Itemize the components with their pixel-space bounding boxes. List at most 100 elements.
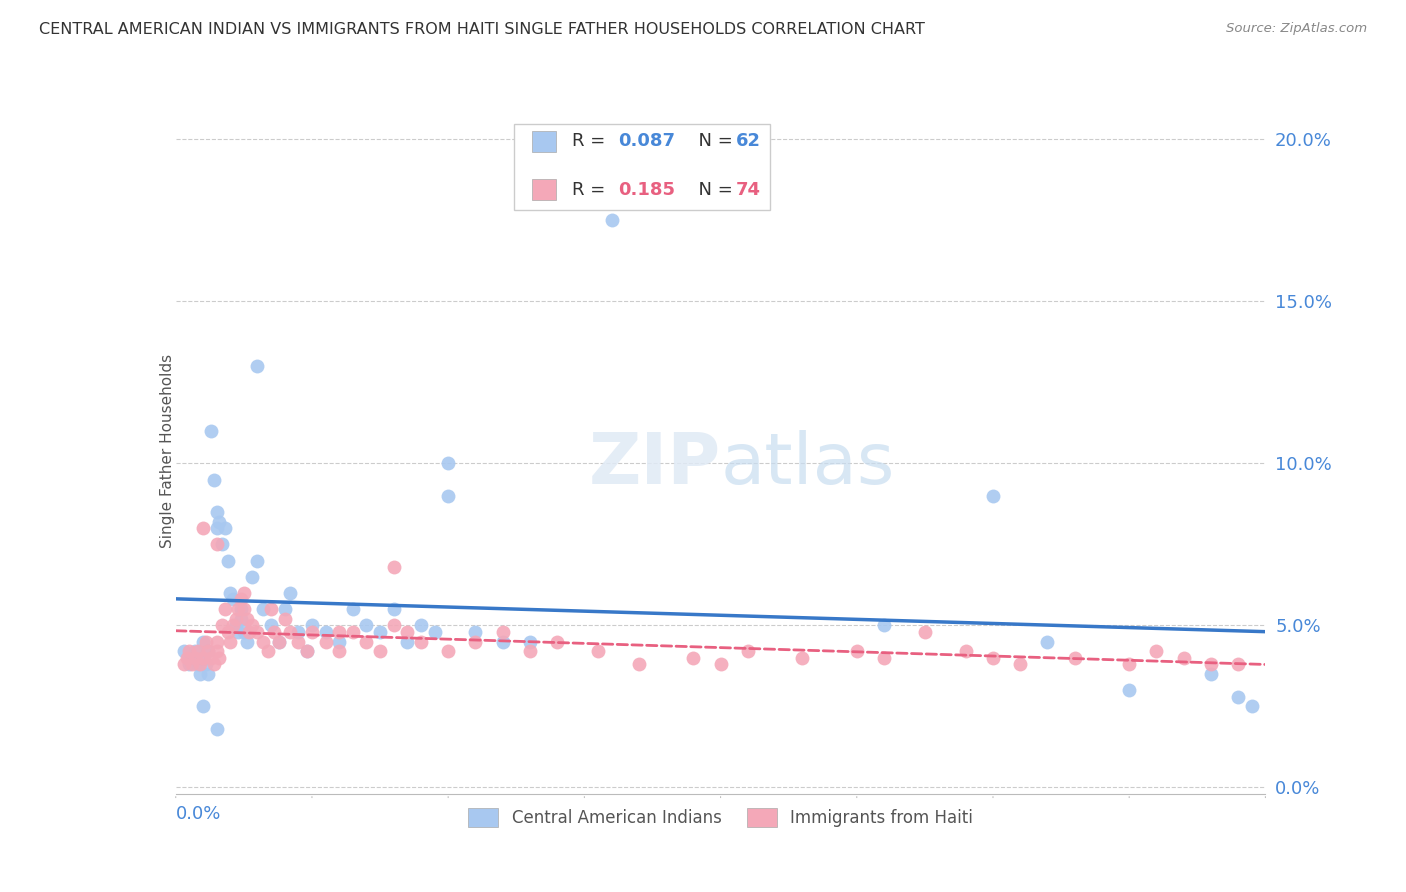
Point bbox=[423, 624, 446, 639]
Point bbox=[981, 489, 1004, 503]
Point bbox=[382, 618, 405, 632]
Point bbox=[1118, 657, 1140, 672]
Point bbox=[194, 657, 217, 672]
Point bbox=[1144, 644, 1167, 658]
Point bbox=[981, 650, 1004, 665]
Point bbox=[1173, 650, 1195, 665]
Point bbox=[315, 634, 337, 648]
Point bbox=[409, 618, 432, 632]
Point bbox=[1227, 690, 1250, 704]
Text: R =: R = bbox=[572, 181, 612, 199]
Point bbox=[464, 624, 486, 639]
Point bbox=[737, 644, 759, 658]
Point bbox=[1240, 699, 1263, 714]
Text: N =: N = bbox=[686, 181, 738, 199]
Point bbox=[179, 657, 201, 672]
Point bbox=[217, 624, 239, 639]
Point bbox=[328, 634, 350, 648]
Point bbox=[792, 650, 814, 665]
Point bbox=[845, 644, 868, 658]
Point bbox=[382, 602, 405, 616]
Point bbox=[1199, 667, 1222, 681]
Point bbox=[682, 650, 704, 665]
Point bbox=[238, 624, 260, 639]
Point bbox=[184, 650, 207, 665]
Point bbox=[269, 634, 291, 648]
Point bbox=[205, 505, 228, 519]
Point bbox=[1036, 634, 1059, 648]
Point bbox=[228, 624, 250, 639]
Point bbox=[873, 650, 896, 665]
FancyBboxPatch shape bbox=[531, 179, 555, 200]
Point bbox=[188, 657, 211, 672]
Point bbox=[205, 537, 228, 551]
Point bbox=[235, 634, 257, 648]
Point bbox=[186, 657, 209, 672]
Point bbox=[492, 634, 515, 648]
Point bbox=[914, 624, 936, 639]
Point bbox=[179, 644, 201, 658]
Point bbox=[208, 515, 231, 529]
Point bbox=[219, 634, 242, 648]
Point bbox=[627, 657, 650, 672]
Point bbox=[191, 634, 214, 648]
Point bbox=[202, 473, 225, 487]
Point bbox=[274, 602, 297, 616]
Point bbox=[396, 624, 419, 639]
Point bbox=[382, 560, 405, 574]
FancyBboxPatch shape bbox=[513, 124, 769, 211]
Text: 62: 62 bbox=[735, 132, 761, 151]
Point bbox=[214, 602, 236, 616]
Point bbox=[200, 650, 222, 665]
Point bbox=[173, 644, 195, 658]
Point bbox=[1199, 657, 1222, 672]
Point bbox=[225, 612, 247, 626]
Text: CENTRAL AMERICAN INDIAN VS IMMIGRANTS FROM HAITI SINGLE FATHER HOUSEHOLDS CORREL: CENTRAL AMERICAN INDIAN VS IMMIGRANTS FR… bbox=[39, 22, 925, 37]
Text: 0.087: 0.087 bbox=[619, 132, 675, 151]
Point bbox=[342, 624, 364, 639]
Point bbox=[181, 657, 204, 672]
Point bbox=[586, 644, 609, 658]
Point bbox=[240, 570, 263, 584]
Point bbox=[197, 644, 219, 658]
Point bbox=[181, 650, 204, 665]
Point bbox=[315, 624, 337, 639]
Point bbox=[356, 618, 378, 632]
Point bbox=[205, 634, 228, 648]
Point bbox=[232, 586, 254, 600]
Point bbox=[1063, 650, 1085, 665]
Point bbox=[194, 634, 217, 648]
Point bbox=[278, 586, 301, 600]
Point bbox=[219, 586, 242, 600]
Text: 0.0%: 0.0% bbox=[176, 805, 221, 822]
Point bbox=[295, 644, 318, 658]
Point bbox=[235, 612, 257, 626]
Point bbox=[208, 650, 231, 665]
Point bbox=[492, 624, 515, 639]
Point bbox=[546, 634, 568, 648]
Point bbox=[396, 634, 419, 648]
Point bbox=[301, 618, 323, 632]
Point bbox=[240, 618, 263, 632]
Point bbox=[246, 553, 269, 567]
Point bbox=[295, 644, 318, 658]
Point bbox=[246, 624, 269, 639]
Point bbox=[274, 612, 297, 626]
Point bbox=[225, 618, 247, 632]
Point bbox=[232, 624, 254, 639]
Text: 0.185: 0.185 bbox=[619, 181, 675, 199]
Point bbox=[232, 602, 254, 616]
Point bbox=[231, 602, 253, 616]
Point bbox=[231, 592, 253, 607]
Point bbox=[356, 634, 378, 648]
Point bbox=[260, 602, 283, 616]
Point bbox=[186, 644, 209, 658]
Point bbox=[211, 537, 233, 551]
Point bbox=[191, 521, 214, 535]
Point bbox=[873, 618, 896, 632]
Point bbox=[202, 657, 225, 672]
Point bbox=[176, 650, 198, 665]
Text: Source: ZipAtlas.com: Source: ZipAtlas.com bbox=[1226, 22, 1367, 36]
Point bbox=[368, 624, 391, 639]
Point bbox=[173, 657, 195, 672]
